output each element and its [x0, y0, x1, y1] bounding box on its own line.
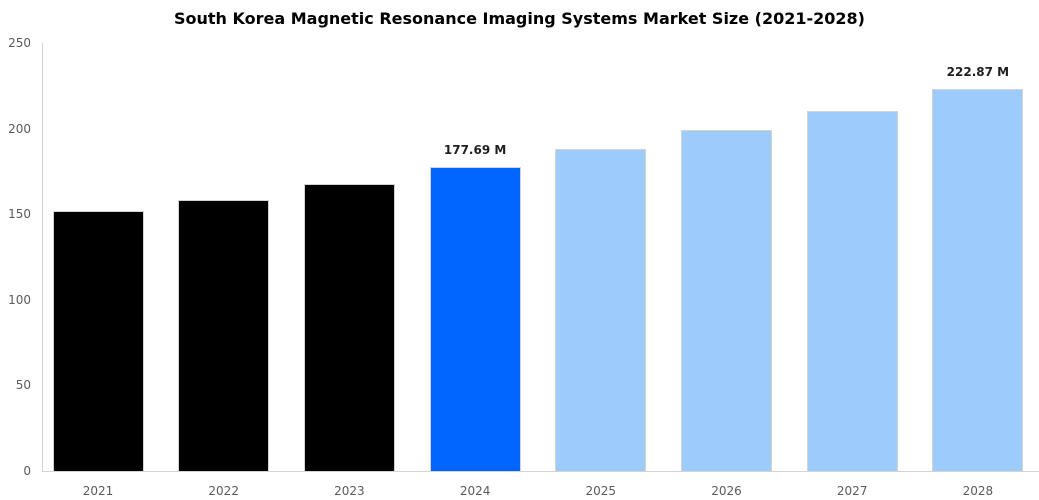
- y-tick-label: 100: [8, 292, 31, 307]
- x-tick-label-2022: 2022: [208, 484, 239, 498]
- bar-2024: [429, 166, 521, 471]
- bar-2028: [932, 89, 1024, 471]
- y-tick-label: 250: [8, 36, 31, 50]
- bar-value-label-2024: 177.69 M: [443, 142, 507, 157]
- x-tick-label-2024: 2024: [459, 484, 491, 498]
- bar-2025: [555, 149, 647, 471]
- plot-area: 2021 2022 2023 177.69 M 2024 2025 2026 2027 222.…: [42, 43, 1039, 498]
- x-tick-label-2027: 2027: [836, 484, 868, 498]
- bar-2027: [806, 110, 898, 471]
- x-tick-label-2026: 2026: [711, 484, 742, 498]
- y-axis: 0 50 100 150 200 250: [0, 36, 36, 478]
- chart-title: South Korea Magnetic Resonance Imaging S…: [174, 9, 865, 28]
- x-tick-label-2025: 2025: [585, 484, 617, 498]
- y-tick-label: 200: [8, 121, 31, 136]
- x-tick-label-2021: 2021: [82, 484, 114, 498]
- bar-value-label-2028: 222.87 M: [946, 65, 1010, 80]
- bar-2026: [681, 130, 772, 471]
- y-tick-label: 0: [23, 464, 31, 478]
- y-tick-label: 50: [15, 378, 31, 393]
- y-tick-label: 150: [8, 207, 31, 222]
- bar-2022: [178, 199, 270, 471]
- bar-2023: [303, 184, 395, 471]
- bar-2021: [52, 210, 144, 471]
- x-tick-label-2028: 2028: [962, 484, 994, 498]
- x-tick-label-2023: 2023: [334, 484, 365, 498]
